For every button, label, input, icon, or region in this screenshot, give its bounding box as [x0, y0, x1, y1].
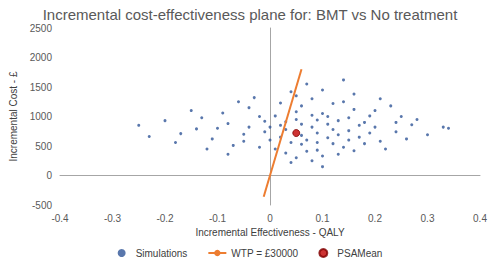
svg-text:2500: 2500: [30, 23, 53, 34]
svg-text:2000: 2000: [30, 52, 53, 63]
svg-text:0.3: 0.3: [421, 213, 435, 224]
svg-text:0.1: 0.1: [316, 213, 330, 224]
svg-text:1500: 1500: [30, 82, 53, 93]
svg-text:Incremental Cost - £: Incremental Cost - £: [8, 71, 19, 161]
svg-text:0.4: 0.4: [473, 213, 487, 224]
svg-text:-0.1: -0.1: [209, 213, 227, 224]
svg-text:0.2: 0.2: [368, 213, 382, 224]
svg-text:-500: -500: [32, 200, 52, 211]
svg-text:WTP = £30000: WTP = £30000: [231, 248, 298, 259]
svg-text:Incremental cost-effectiveness: Incremental cost-effectiveness plane for…: [43, 6, 458, 23]
svg-text:-0.3: -0.3: [104, 213, 122, 224]
svg-text:PSAMean: PSAMean: [337, 248, 382, 259]
svg-text:Simulations: Simulations: [136, 248, 188, 259]
svg-text:500: 500: [35, 141, 52, 152]
svg-text:0: 0: [46, 170, 52, 181]
svg-text:1000: 1000: [30, 111, 53, 122]
svg-text:Incremental Effectiveness - QA: Incremental Effectiveness - QALY: [195, 227, 344, 238]
svg-text:-0.4: -0.4: [51, 213, 69, 224]
svg-text:-0.2: -0.2: [156, 213, 174, 224]
svg-text:0: 0: [267, 213, 273, 224]
